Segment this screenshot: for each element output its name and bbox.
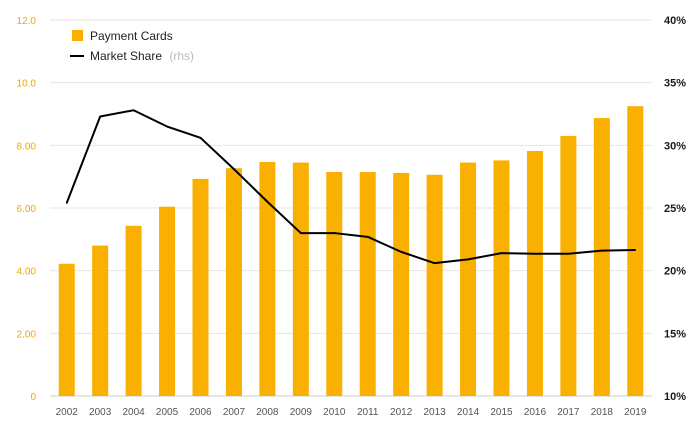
point-market-share xyxy=(567,252,570,255)
x-tick-label: 2004 xyxy=(122,407,145,418)
x-tick-label: 2010 xyxy=(323,407,346,418)
point-market-share xyxy=(601,249,603,252)
legend-market-share-text: Market Share xyxy=(90,49,162,63)
point-market-share xyxy=(199,137,202,139)
bar-payment-cards xyxy=(526,150,543,396)
bar-payment-cards xyxy=(125,225,142,396)
legend: Payment Cards Market Share (rhs) xyxy=(70,29,194,63)
legend-label-payment-cards: Payment Cards xyxy=(90,29,173,43)
bar-payment-cards xyxy=(493,160,510,396)
point-market-share xyxy=(366,236,369,238)
left-axis: 0 2.00 4.00 6.00 8.00 10.0 12.0 xyxy=(17,16,37,403)
point-market-share xyxy=(166,125,168,128)
point-market-share xyxy=(99,115,101,118)
line-market-share xyxy=(65,109,636,265)
left-tick-label: 10.0 xyxy=(17,79,37,90)
bar-payment-cards xyxy=(460,162,477,396)
legend-label-market-share: Market Share (rhs) xyxy=(90,49,194,63)
left-tick-label: 8.00 xyxy=(17,141,37,152)
point-market-share xyxy=(266,200,269,203)
gridlines xyxy=(50,19,652,397)
point-market-share xyxy=(433,262,436,264)
left-tick-label: 2.00 xyxy=(17,329,37,340)
point-market-share xyxy=(333,232,336,234)
bar-payment-cards xyxy=(159,206,176,396)
point-market-share xyxy=(500,252,503,254)
x-tick-label: 2008 xyxy=(256,407,279,418)
point-market-share xyxy=(634,249,637,251)
x-tick-label: 2011 xyxy=(357,407,379,418)
right-tick-label: 15% xyxy=(664,328,686,340)
right-tick-label: 10% xyxy=(664,391,686,403)
x-tick-label: 2002 xyxy=(56,407,79,418)
bar-payment-cards xyxy=(627,106,644,397)
point-market-share xyxy=(300,232,302,234)
x-tick-label: 2013 xyxy=(423,407,446,418)
right-axis: 10% 15% 20% 25% 30% 35% 40% xyxy=(664,15,686,403)
right-tick-label: 20% xyxy=(664,266,686,278)
x-tick-label: 2018 xyxy=(591,407,614,418)
x-tick-label: 2006 xyxy=(189,407,212,418)
x-tick-label: 2015 xyxy=(490,407,513,418)
x-tick-label: 2009 xyxy=(290,407,313,418)
legend-rhs-note: (rhs) xyxy=(169,49,194,63)
x-tick-label: 2019 xyxy=(624,407,647,418)
x-tick-label: 2014 xyxy=(457,407,480,418)
point-market-share xyxy=(467,258,469,261)
bar-payment-cards xyxy=(593,118,610,396)
x-tick-label: 2016 xyxy=(524,407,547,418)
bar-payment-cards xyxy=(426,174,443,396)
x-tick-label: 2017 xyxy=(557,407,580,418)
bar-payment-cards xyxy=(192,178,209,396)
right-tick-label: 35% xyxy=(664,78,686,90)
point-market-share xyxy=(400,251,402,253)
bar-payment-cards xyxy=(359,171,376,396)
x-axis: 2002 2003 2004 2005 2006 2007 2008 2009 2010 2011… xyxy=(56,407,647,418)
right-tick-label: 40% xyxy=(664,15,686,27)
left-tick-label: 6.00 xyxy=(17,204,37,215)
x-tick-label: 2003 xyxy=(89,407,112,418)
bar-payment-cards xyxy=(259,161,276,396)
right-tick-label: 25% xyxy=(664,203,686,215)
bar-payment-cards xyxy=(58,263,75,396)
bar-payment-cards xyxy=(560,135,577,396)
bar-payment-cards xyxy=(393,172,410,396)
bar-payment-cards xyxy=(225,168,242,396)
x-tick-label: 2012 xyxy=(390,407,413,418)
left-tick-label: 12.0 xyxy=(17,16,37,27)
x-tick-label: 2005 xyxy=(156,407,179,418)
point-market-share xyxy=(233,168,235,170)
point-market-share xyxy=(132,109,135,112)
bar-payment-cards xyxy=(92,245,109,396)
point-market-share xyxy=(65,202,68,204)
right-tick-label: 30% xyxy=(664,140,686,152)
line-series xyxy=(65,109,637,265)
left-tick-label: 0 xyxy=(30,392,36,403)
bar-payment-cards xyxy=(292,162,309,396)
point-market-share xyxy=(534,252,536,255)
bar-series xyxy=(58,106,644,397)
bar-swatch-icon xyxy=(72,30,83,41)
left-tick-label: 4.00 xyxy=(17,267,37,278)
bar-payment-cards xyxy=(326,171,343,396)
x-tick-label: 2007 xyxy=(223,407,246,418)
